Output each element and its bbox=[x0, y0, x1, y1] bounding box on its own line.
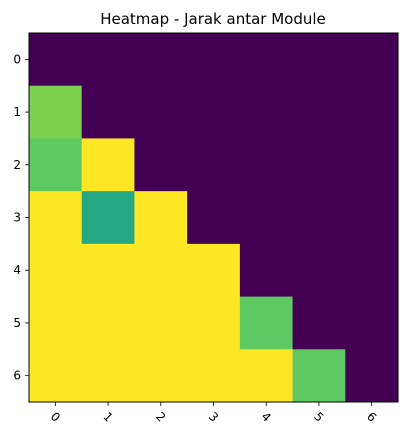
y-tick-label: 3 bbox=[13, 211, 21, 225]
y-tick-label: 2 bbox=[13, 158, 21, 172]
heatmap-cell-r2-c2 bbox=[134, 138, 188, 192]
heatmap-cell-r6-c1 bbox=[81, 349, 135, 403]
x-tick-label: 4 bbox=[259, 409, 274, 424]
heatmap-cell-r4-c1 bbox=[81, 243, 135, 298]
heatmap-cell-r5-c3 bbox=[187, 296, 241, 350]
heatmap-cell-r5-c6 bbox=[345, 296, 399, 350]
heatmap-cell-r3-c0 bbox=[29, 191, 83, 245]
heatmap-cell-r1-c5 bbox=[292, 85, 346, 139]
y-tick-label: 0 bbox=[13, 52, 21, 66]
heatmap-cell-r1-c4 bbox=[239, 85, 294, 139]
heatmap-cell-r1-c3 bbox=[187, 85, 241, 139]
heatmap-cell-r0-c1 bbox=[81, 33, 135, 87]
heatmap-cell-r4-c2 bbox=[134, 243, 188, 298]
heatmap-cell-r1-c2 bbox=[134, 85, 188, 139]
heatmap-cell-r3-c2 bbox=[134, 191, 188, 245]
heatmap-cell-r5-c0 bbox=[29, 296, 83, 350]
heatmap-cell-r6-c2 bbox=[134, 349, 188, 403]
heatmap-cell-r5-c5 bbox=[292, 296, 346, 350]
heatmap-cell-r6-c6 bbox=[345, 349, 399, 403]
heatmap-cell-r1-c1 bbox=[81, 85, 135, 139]
heatmap-cell-r2-c4 bbox=[239, 138, 294, 192]
heatmap-cell-r1-c0 bbox=[29, 85, 83, 139]
x-tick-label: 6 bbox=[364, 409, 379, 424]
heatmap-cell-r6-c4 bbox=[239, 349, 294, 403]
heatmap-cell-r3-c3 bbox=[187, 191, 241, 245]
heatmap-cell-r0-c2 bbox=[134, 33, 188, 87]
heatmap-cell-r2-c5 bbox=[292, 138, 346, 192]
heatmap-cell-r6-c5 bbox=[292, 349, 346, 403]
heatmap-cell-r5-c4 bbox=[239, 296, 294, 350]
x-tick-label: 0 bbox=[48, 409, 63, 424]
heatmap-cell-r4-c3 bbox=[187, 243, 241, 298]
x-tick-label: 3 bbox=[206, 409, 221, 424]
heatmap-cell-r3-c4 bbox=[239, 191, 294, 245]
heatmap-cell-r3-c1 bbox=[81, 191, 135, 245]
y-tick-label: 5 bbox=[13, 316, 21, 330]
x-tick-label: 2 bbox=[153, 409, 168, 424]
x-tick-label: 1 bbox=[100, 409, 115, 424]
heatmap-cell-r2-c3 bbox=[187, 138, 241, 192]
heatmap-cell-r5-c1 bbox=[81, 296, 135, 350]
heatmap-cell-r6-c3 bbox=[187, 349, 241, 403]
heatmap-cell-r0-c6 bbox=[345, 33, 399, 87]
heatmap-cell-r5-c2 bbox=[134, 296, 188, 350]
heatmap-cell-r3-c6 bbox=[345, 191, 399, 245]
heatmap-cell-r4-c0 bbox=[29, 243, 83, 298]
heatmap-cell-r4-c4 bbox=[239, 243, 294, 298]
heatmap-cell-r1-c6 bbox=[345, 85, 399, 139]
heatmap-cell-r0-c0 bbox=[29, 33, 83, 87]
heatmap-cell-r0-c5 bbox=[292, 33, 346, 87]
x-tick-label: 5 bbox=[311, 409, 326, 424]
heatmap-cell-r4-c5 bbox=[292, 243, 346, 298]
y-tick-label: 6 bbox=[13, 369, 21, 383]
heatmap-cells bbox=[29, 33, 399, 403]
heatmap-cell-r2-c0 bbox=[29, 138, 83, 192]
heatmap-cell-r4-c6 bbox=[345, 243, 399, 298]
heatmap-cell-r2-c6 bbox=[345, 138, 399, 192]
heatmap-cell-r0-c3 bbox=[187, 33, 241, 87]
chart-title: Heatmap - Jarak antar Module bbox=[100, 10, 326, 28]
heatmap-cell-r0-c4 bbox=[239, 33, 294, 87]
y-tick-label: 1 bbox=[13, 105, 21, 119]
heatmap-cell-r6-c0 bbox=[29, 349, 83, 403]
y-tick-label: 4 bbox=[13, 263, 21, 277]
heatmap-cell-r2-c1 bbox=[81, 138, 135, 192]
heatmap-cell-r3-c5 bbox=[292, 191, 346, 245]
